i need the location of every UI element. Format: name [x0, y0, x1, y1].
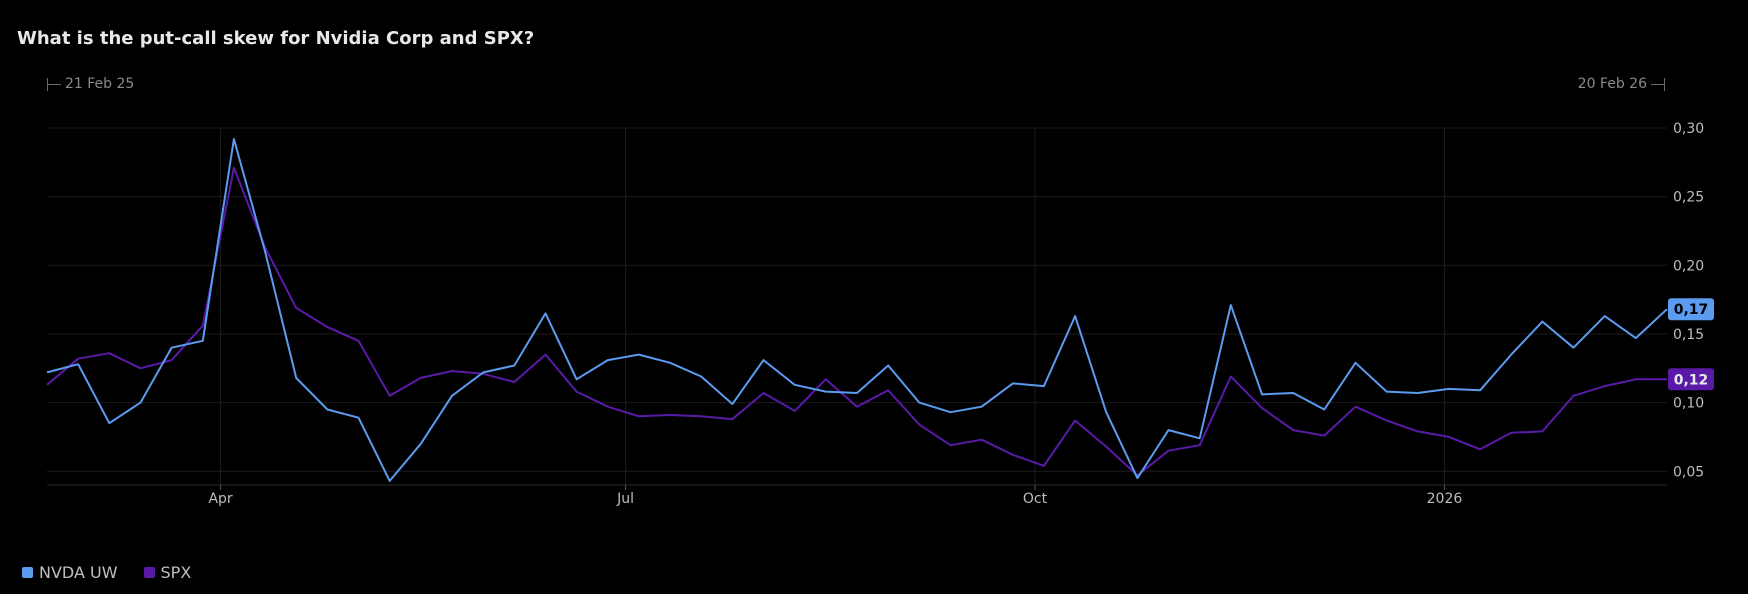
last-value-label-nvda-box	[1668, 298, 1714, 321]
x-tick-label: Oct	[1023, 491, 1048, 507]
range-start-label: 21 Feb 25	[65, 76, 135, 92]
range-end-label: 20 Feb 26	[1577, 76, 1647, 92]
y-tick-label: 0,25	[1673, 190, 1704, 206]
chart-title: What is the put-call skew for Nvidia Cor…	[17, 28, 535, 49]
last-value-label-spx-box	[1668, 368, 1714, 391]
x-tick-label: Jul	[616, 491, 634, 507]
last-value-label-nvda: 0,17	[1674, 302, 1709, 318]
last-value-label-spx: 0,12	[1674, 372, 1709, 388]
y-tick-label: 0,10	[1673, 396, 1704, 412]
legend-label-nvda: NVDA UW	[39, 563, 118, 582]
legend-item-nvda[interactable]: NVDA UW	[22, 563, 118, 582]
x-tick-label: Apr	[208, 491, 232, 507]
legend: NVDA UW SPX	[22, 563, 191, 582]
legend-label-spx: SPX	[160, 563, 192, 582]
y-tick-label: 0,20	[1673, 258, 1704, 274]
legend-swatch-spx	[143, 567, 155, 578]
y-tick-label: 0,05	[1673, 464, 1704, 480]
range-start[interactable]: 21 Feb 25	[47, 76, 134, 92]
legend-item-spx[interactable]: SPX	[143, 563, 192, 582]
y-tick-label: 0,30	[1673, 121, 1704, 137]
range-start-bracket-icon	[47, 77, 61, 91]
y-tick-label: 0,15	[1673, 327, 1704, 343]
x-tick-label: 2026	[1427, 491, 1463, 507]
legend-swatch-nvda	[22, 567, 33, 578]
series-line-nvda	[46, 138, 1668, 482]
range-end[interactable]: 20 Feb 26	[1578, 76, 1665, 92]
series-line-spx	[46, 166, 1667, 477]
range-end-bracket-icon	[1651, 77, 1665, 91]
